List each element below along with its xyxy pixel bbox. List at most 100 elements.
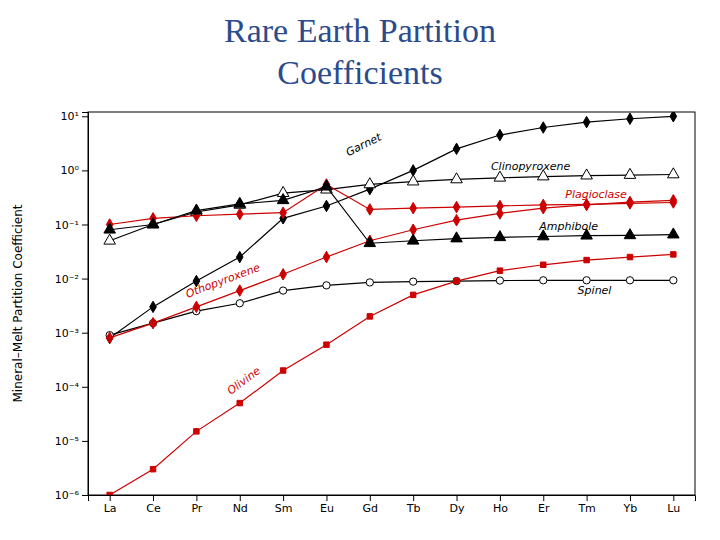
y-tick-label: 10⁻⁴ — [55, 381, 80, 394]
y-tick-mark — [82, 495, 88, 496]
x-tick-label: Tb — [406, 502, 421, 515]
series-marker — [497, 200, 504, 211]
x-tick-label: Gd — [363, 502, 379, 515]
series-marker — [668, 228, 680, 238]
title-line: Coefficients — [277, 54, 443, 91]
x-tick-label: Pr — [191, 502, 202, 515]
series-marker — [668, 168, 680, 178]
series-marker — [323, 251, 330, 262]
series-marker — [410, 292, 415, 297]
series-marker — [193, 301, 200, 312]
x-tick-label: Yb — [623, 502, 638, 515]
chart: Rare Earth PartitionCoefficientsLaCePrNd… — [0, 0, 720, 540]
y-tick-mark — [82, 224, 88, 225]
x-tick: Tb — [406, 495, 421, 515]
x-tick-label: Tm — [577, 502, 595, 515]
series-marker — [104, 234, 116, 244]
series-labels: GarnetClinopyroxeneSpinelOthopyroxeneOli… — [184, 130, 627, 397]
series-marker — [236, 208, 243, 219]
y-tick-label: 10⁰ — [61, 164, 80, 177]
series-marker — [191, 204, 203, 214]
series — [106, 112, 676, 344]
series — [107, 252, 676, 495]
series-marker — [407, 175, 419, 185]
x-tick: Tm — [577, 495, 595, 515]
series-marker — [624, 229, 636, 239]
series-line — [110, 174, 674, 240]
y-tick: 10⁻⁶ — [55, 489, 88, 502]
x-tick: Ho — [493, 495, 508, 515]
series-label: Spinel — [578, 284, 612, 297]
series-marker — [494, 231, 506, 241]
x-tick-mark — [673, 495, 674, 501]
series-marker — [150, 317, 157, 328]
x-tick-mark — [196, 495, 197, 501]
series-marker — [194, 429, 199, 434]
series-marker — [453, 201, 460, 212]
y-tick-label: 10⁻¹ — [55, 219, 79, 232]
series-marker — [323, 200, 330, 211]
series-marker — [237, 400, 242, 405]
series-label: Othopyroxene — [184, 261, 262, 301]
series-marker — [407, 234, 419, 244]
y-tick-label: 10⁻⁵ — [55, 435, 79, 448]
series-marker — [234, 197, 246, 207]
series-marker — [627, 254, 632, 259]
y-axis-title: Mineral–Melt Partition Coefficient — [11, 204, 25, 402]
y-axis: 10⁻⁶10⁻⁵10⁻⁴10⁻³10⁻²10⁻¹10⁰10¹ — [55, 110, 89, 502]
series-marker — [540, 199, 547, 210]
series-marker — [410, 202, 417, 213]
series-marker — [236, 285, 243, 296]
series-marker — [367, 314, 372, 319]
x-tick-mark — [543, 495, 544, 501]
plot-area — [104, 112, 679, 495]
x-tick-label: Ho — [493, 502, 508, 515]
series-line — [110, 187, 674, 244]
series-marker — [277, 194, 289, 204]
x-tick-mark — [153, 495, 154, 501]
x-tick-mark — [283, 495, 284, 501]
x-tick: Ce — [146, 495, 161, 515]
series-marker — [670, 197, 677, 208]
series-label: Plagioclase — [565, 188, 627, 201]
x-tick: Sm — [275, 495, 293, 515]
series-marker — [540, 122, 547, 133]
series-marker — [540, 277, 547, 284]
x-tick: Lu — [667, 495, 680, 515]
x-tick: Dy — [450, 495, 465, 515]
x-tick: Pr — [191, 495, 202, 515]
series-marker — [670, 112, 677, 122]
series-marker — [670, 277, 677, 284]
y-tick-mark — [82, 170, 88, 171]
x-tick-label: Er — [538, 502, 550, 515]
series-marker — [627, 113, 634, 124]
y-tick-mark — [82, 441, 88, 442]
series-line — [110, 116, 674, 338]
x-tick-mark — [587, 495, 588, 501]
series-marker — [454, 278, 459, 283]
series-marker — [280, 207, 287, 218]
series-marker — [323, 282, 330, 289]
x-tick-mark — [326, 495, 327, 501]
x-tick: Er — [538, 495, 550, 515]
series-label: Garnet — [344, 130, 384, 159]
x-tick-label: Eu — [320, 502, 334, 515]
series-marker — [671, 252, 676, 257]
series-marker — [236, 251, 243, 262]
x-tick: Gd — [363, 495, 379, 515]
series-marker — [496, 277, 503, 284]
series-marker — [581, 169, 593, 179]
y-axis-line — [82, 113, 89, 496]
x-tick: Yb — [623, 495, 638, 515]
series-label: Amphibole — [538, 220, 598, 233]
series-label: Clinopyroxene — [491, 160, 570, 173]
x-tick-mark — [500, 495, 501, 501]
x-axis: LaCePrNdSmEuGdTbDyHoErTmYbLu — [89, 495, 696, 515]
x-tick-mark — [413, 495, 414, 501]
series-marker — [107, 492, 112, 495]
title: Rare Earth PartitionCoefficients — [224, 12, 496, 91]
series-marker — [106, 332, 113, 343]
x-tick-label: Dy — [450, 502, 465, 515]
series-marker — [497, 268, 502, 273]
series-marker — [279, 287, 286, 294]
